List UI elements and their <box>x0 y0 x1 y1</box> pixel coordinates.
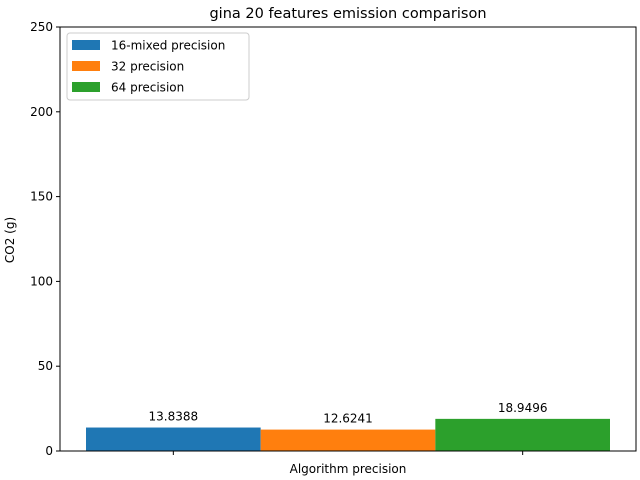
y-tick-label: 200 <box>30 105 53 119</box>
bar-value-label: 18.9496 <box>498 401 548 415</box>
x-axis-label: Algorithm precision <box>290 462 407 476</box>
y-tick-label: 250 <box>30 20 53 34</box>
y-tick-label: 150 <box>30 190 53 204</box>
bar <box>86 427 261 451</box>
legend-label: 32 precision <box>111 60 184 74</box>
bar-value-label: 12.6241 <box>323 412 373 426</box>
legend-label: 16-mixed precision <box>111 39 225 53</box>
y-axis-ticks: 0 50 100 150 200 250 <box>30 20 60 458</box>
legend-box <box>66 32 250 101</box>
bars-group <box>86 418 610 451</box>
y-axis-label: CO2 (g) <box>3 217 17 263</box>
bar-labels-group: 13.8388 12.6241 18.9496 <box>149 401 548 426</box>
chart-title: gina 20 features emission comparison <box>209 6 486 22</box>
bar <box>435 418 610 451</box>
y-tick-label: 50 <box>38 359 53 373</box>
bar <box>260 429 436 451</box>
legend-label: 64 precision <box>111 81 184 95</box>
x-axis-ticks <box>172 451 524 455</box>
y-tick-label: 0 <box>45 444 53 458</box>
y-tick-label: 100 <box>30 274 53 288</box>
plot-frame <box>59 26 637 452</box>
legend-swatch <box>72 40 100 50</box>
legend: 16-mixed precision 32 precision 64 precisi… <box>66 32 250 101</box>
legend-swatch <box>72 82 100 92</box>
legend-swatch <box>72 61 100 71</box>
bar-value-label: 13.8388 <box>149 410 199 424</box>
